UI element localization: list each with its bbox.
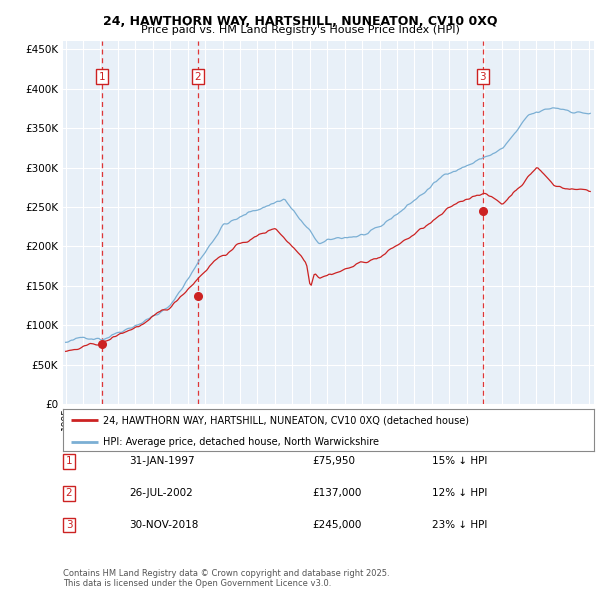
Text: £245,000: £245,000 (312, 520, 361, 530)
Text: 2: 2 (194, 72, 201, 82)
Text: 30-NOV-2018: 30-NOV-2018 (129, 520, 199, 530)
Text: 15% ↓ HPI: 15% ↓ HPI (432, 457, 487, 466)
Text: Contains HM Land Registry data © Crown copyright and database right 2025.
This d: Contains HM Land Registry data © Crown c… (63, 569, 389, 588)
Text: 31-JAN-1997: 31-JAN-1997 (129, 457, 194, 466)
Text: 3: 3 (479, 72, 486, 82)
Text: £137,000: £137,000 (312, 489, 361, 498)
Text: 3: 3 (65, 520, 73, 530)
Text: 1: 1 (98, 72, 105, 82)
Text: 12% ↓ HPI: 12% ↓ HPI (432, 489, 487, 498)
Text: 2: 2 (65, 489, 73, 498)
Text: 1: 1 (65, 457, 73, 466)
Text: 24, HAWTHORN WAY, HARTSHILL, NUNEATON, CV10 0XQ: 24, HAWTHORN WAY, HARTSHILL, NUNEATON, C… (103, 15, 497, 28)
Text: Price paid vs. HM Land Registry's House Price Index (HPI): Price paid vs. HM Land Registry's House … (140, 25, 460, 35)
Text: 24, HAWTHORN WAY, HARTSHILL, NUNEATON, CV10 0XQ (detached house): 24, HAWTHORN WAY, HARTSHILL, NUNEATON, C… (103, 415, 469, 425)
Text: 23% ↓ HPI: 23% ↓ HPI (432, 520, 487, 530)
Text: HPI: Average price, detached house, North Warwickshire: HPI: Average price, detached house, Nort… (103, 437, 379, 447)
Text: 26-JUL-2002: 26-JUL-2002 (129, 489, 193, 498)
Text: £75,950: £75,950 (312, 457, 355, 466)
